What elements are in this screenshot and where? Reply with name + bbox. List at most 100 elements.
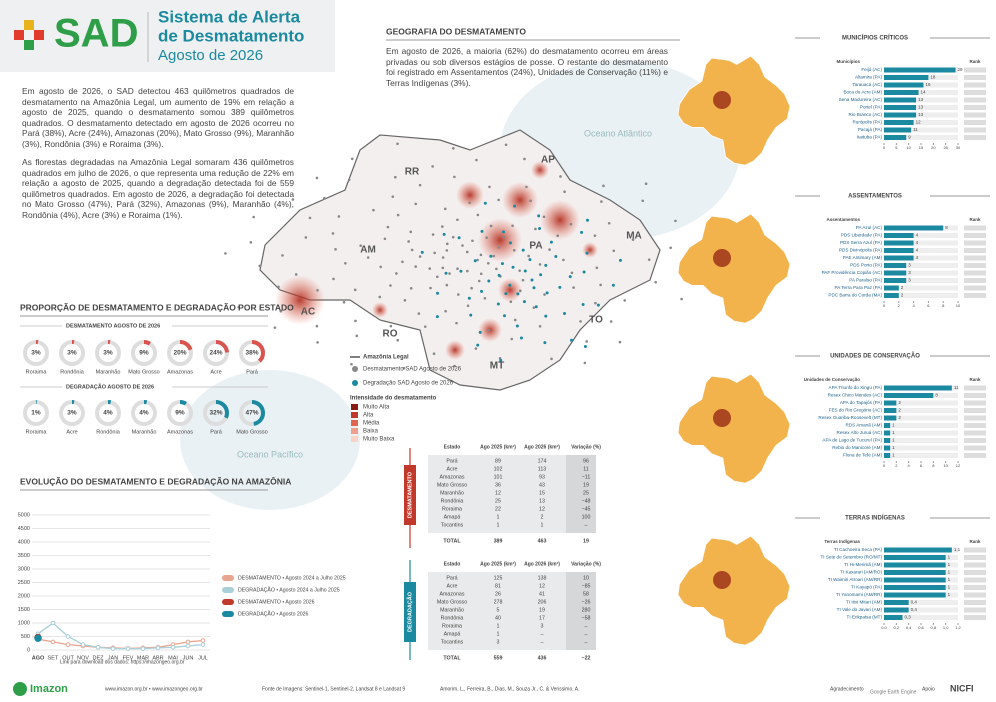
table-cell: 25 [583,490,589,496]
deforestation-dot [444,309,447,313]
bar-track [884,423,958,428]
point [140,646,146,651]
deforestation-dot [429,286,432,290]
deforestation-dot [291,198,295,201]
deforestation-dot [465,250,469,254]
column-header: Ago 2025 (km²) [480,444,516,450]
table-cell: Rondônia [441,498,464,504]
bar [884,423,891,428]
table-cell: Acre [447,466,458,472]
row-name: PDS Serra Azul (PA) [840,240,883,245]
bar-label: 13 [918,112,924,117]
bar-label: 1 [948,585,951,590]
title: Sistema de Alerta [158,7,301,26]
x-tick-label: 2 [895,463,898,468]
table-cell: 89 [495,458,501,464]
column-header: Ago 2026 (km²) [524,561,560,567]
bar [884,233,914,238]
deforestation-dot [401,260,404,264]
bar-label: 3 [908,263,911,268]
deforestation-dot [570,271,574,275]
rank-track [964,120,986,125]
y-tick-label: 1000 [18,620,30,626]
title-bg [820,33,930,43]
rank-track [964,233,986,238]
bar-label: 0,4 [911,607,918,612]
table-cell: – [585,623,588,629]
x-tick-label: ABR [152,655,163,661]
hotspot [582,242,598,258]
bar [884,270,907,276]
row-name: FES do Rio Gregório (AC) [829,408,883,413]
deforestation-dot [224,252,227,255]
ocean-label: Oceano Atlântico [584,128,652,138]
ocean [180,370,360,510]
deforestation-dot [396,142,399,146]
deforestation-dot [518,269,521,272]
deforestation-dot [542,215,546,219]
degradation-dot [530,278,534,282]
rank-track [964,547,986,553]
section-title: EVOLUÇÃO DO DESMATAMENTO E DEGRADAÇÃO NA… [20,475,291,486]
row-name: RDS Amanã (AM) [845,423,882,428]
degradation-dot [499,358,503,362]
sub-title: DEGRADAÇÃO AGOSTO DE 2026 [66,383,154,390]
deforestation-dot [641,199,645,203]
donut-label: 24% [209,350,222,357]
degradation-dot [508,283,512,287]
bar-track [884,248,958,253]
side-tab [404,582,416,642]
panel-title: UNIDADES DE CONSERVAÇÃO [830,353,920,360]
degradation-dot [544,314,548,318]
hotspot [445,340,465,360]
bar [884,577,946,583]
table-cell: – [585,639,588,645]
deforestation-dot [525,185,528,189]
deforestation-dot [323,196,326,200]
state-name: Acre [210,369,221,375]
section-title: PROPORÇÃO DE DESMATAMENTO E DEGRADAÇÃO P… [20,302,294,312]
table-cell: 40 [495,615,501,621]
bar [884,67,956,73]
donut-label: 47% [245,410,258,417]
table-cell: – [541,631,544,637]
degradation-dot [515,324,519,328]
degradation-dot [473,259,477,263]
table-cell: Amazonas [439,591,464,597]
deforestation-dot [594,301,597,305]
bar [884,615,903,620]
table-cell: Roraima [442,506,462,512]
degradation-dot [537,214,541,218]
degradation-dot [580,230,584,234]
x-tick-label: MAI [168,655,178,661]
deforestation-dot [432,352,436,356]
degradation-dot [516,292,520,296]
intro-paragraph: As florestas degradadas na Amazônia Lega… [22,157,294,220]
bar-label: 14 [921,90,927,95]
row-name: Pacajá (PA) [858,127,883,132]
x-tick-label: 10 [956,303,961,308]
state-label: AP [541,155,555,166]
bar-label: 1 [948,562,951,567]
bar-label: 13 [918,105,924,110]
point [185,643,191,649]
bar [884,562,946,568]
table-cell: Tocantins [441,522,464,528]
deforestation-dot [417,312,421,315]
rank-track [964,577,986,583]
rank-track [964,270,986,276]
table-total: 19 [583,538,589,544]
deforestation-dot [252,215,255,219]
bar-track [884,285,958,291]
donut-arc [203,400,229,426]
rank-track [964,135,986,140]
deforestation-dot [492,254,496,258]
deforestation-dot [304,236,308,239]
deforestation-dot [315,324,319,328]
bar [884,585,946,590]
deforestation-dot [504,143,508,147]
row-name: Resex Alto Juruá (AC) [837,430,883,435]
x-tick-label: 0,0 [881,625,887,630]
bar-track [884,438,958,443]
table-cell: 3 [497,639,500,645]
